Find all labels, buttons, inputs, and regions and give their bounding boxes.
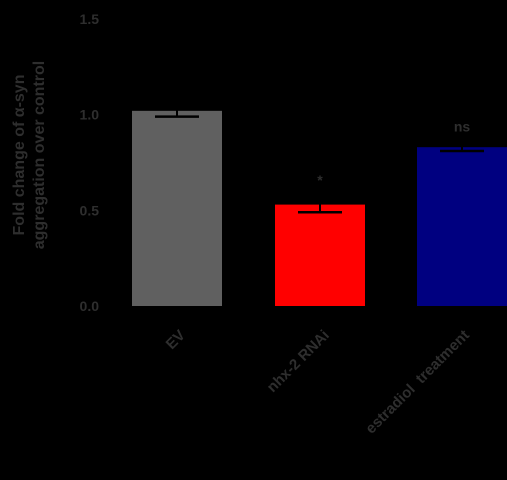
bar [132, 110, 222, 306]
significance-label: ns [454, 118, 471, 134]
y-axis-label: Fold change of α-syn aggregation over co… [11, 61, 48, 249]
category-label: estradiol treatment [362, 327, 472, 437]
y-tick-label: 0.0 [80, 298, 100, 314]
category-label: EV [163, 327, 189, 353]
y-tick-label: 0.5 [80, 202, 100, 218]
category-labels: EV nhx-2 RNAi estradiol treatment [163, 327, 473, 437]
significance-label: * [317, 172, 323, 188]
category-label: nhx-2 RNAi [264, 327, 333, 396]
bar [275, 204, 365, 306]
y-axis-label-line-2: aggregation over control [31, 61, 48, 249]
y-tick-label: 1.5 [80, 11, 100, 27]
y-tick-label: 1.0 [80, 107, 100, 123]
bars: * ns [132, 105, 507, 306]
bar [417, 147, 507, 306]
y-axis-ticks: 0.0 0.5 1.0 1.5 [80, 11, 100, 314]
y-axis-label-line-1: Fold change of α-syn [11, 75, 28, 236]
